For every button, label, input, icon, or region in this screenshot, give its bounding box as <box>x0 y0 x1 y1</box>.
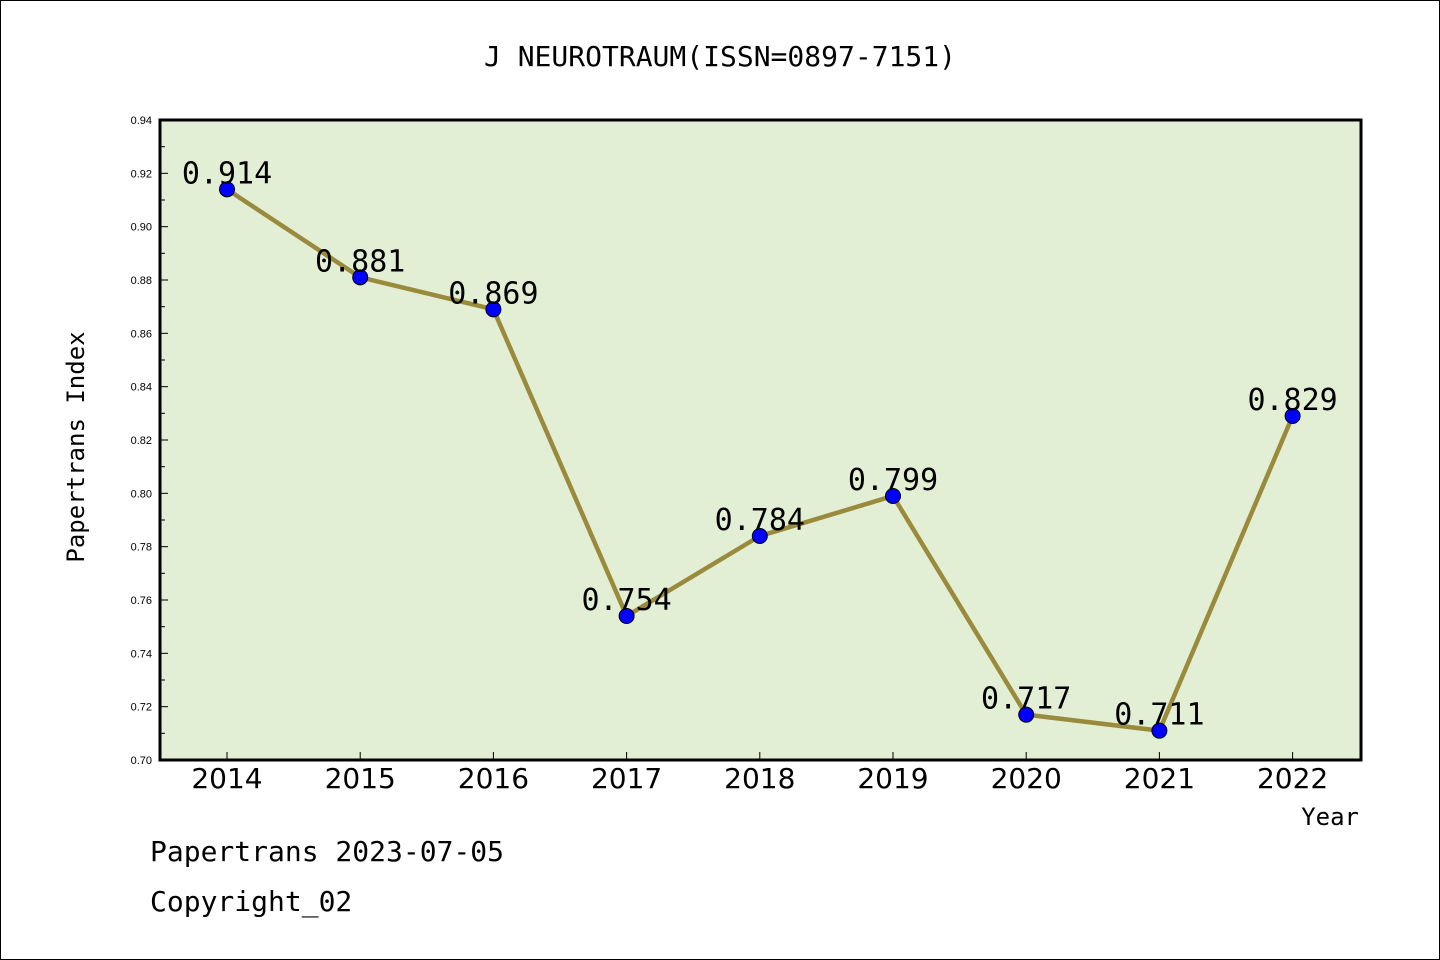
data-label: 0.754 <box>581 583 671 618</box>
data-label: 0.829 <box>1247 383 1337 418</box>
data-label: 0.914 <box>182 156 272 191</box>
data-point <box>1018 706 1035 723</box>
x-tick-label: 2016 <box>458 762 529 795</box>
data-point <box>885 488 901 504</box>
data-point <box>618 608 635 624</box>
plot-area <box>158 118 1363 762</box>
data-point <box>1284 408 1301 424</box>
x-tick-label: 2015 <box>325 762 396 795</box>
y-tick-label: 0.94 <box>131 115 152 127</box>
footer-date: Papertrans 2023-07-05 <box>150 835 505 868</box>
data-markers <box>219 181 1301 739</box>
data-point <box>1151 722 1168 739</box>
y-tick-label: 0.72 <box>131 702 152 714</box>
data-point <box>352 269 369 286</box>
x-axis-label: Year <box>1301 803 1359 831</box>
footer-copyright: Copyright_02 <box>150 885 353 918</box>
y-tick-label: 0.74 <box>131 648 152 660</box>
x-tick-label: 2018 <box>724 762 795 795</box>
data-label: 0.869 <box>448 276 538 311</box>
data-label: 0.711 <box>1114 698 1204 733</box>
x-tick-label: 2014 <box>191 762 262 795</box>
y-tick-label: 0.84 <box>131 382 152 394</box>
y-tick-label: 0.76 <box>131 595 152 607</box>
y-tick-label: 0.82 <box>131 435 152 447</box>
data-point <box>219 181 235 198</box>
data-label: 0.784 <box>715 503 805 538</box>
data-label: 0.717 <box>981 682 1071 717</box>
data-point <box>751 528 768 544</box>
y-axis-label: Papertrans Index <box>62 331 90 562</box>
data-label: 0.881 <box>315 244 405 279</box>
y-tick-label: 0.90 <box>131 222 152 234</box>
x-axis-ticks: 2014 2015 2016 2017 2018 2019 2020 2021 2022 <box>191 752 1328 795</box>
chart-title: J NEUROTRAUM(ISSN=0897-7151) <box>484 40 956 73</box>
x-tick-label: 2020 <box>991 762 1062 795</box>
y-axis-ticks: 0.70 0.72 0.74 0.76 0.78 0.80 0.82 0.84 0.86 0.88… <box>131 115 168 767</box>
y-tick-label: 0.92 <box>131 168 152 180</box>
y-tick-label: 0.86 <box>131 328 152 340</box>
x-tick-label: 2019 <box>857 762 928 795</box>
x-tick-label: 2017 <box>591 762 662 795</box>
data-point <box>485 301 502 318</box>
x-tick-label: 2021 <box>1124 762 1195 795</box>
y-tick-label: 0.88 <box>131 275 152 287</box>
y-tick-label: 0.78 <box>131 542 152 554</box>
data-label: 0.799 <box>848 463 938 498</box>
x-tick-label: 2022 <box>1257 762 1328 795</box>
y-tick-label: 0.80 <box>131 488 152 500</box>
data-labels: 0.914 0.881 0.869 0.754 0.784 0.799 0.717 0.711… <box>182 156 1338 732</box>
y-tick-label: 0.70 <box>131 755 152 767</box>
